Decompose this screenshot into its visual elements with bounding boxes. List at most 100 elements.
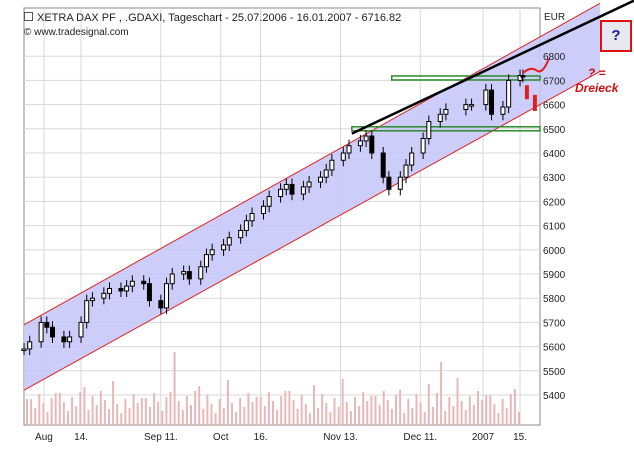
volume-bar — [214, 413, 217, 425]
volume-bar — [128, 408, 131, 425]
candle-body — [463, 104, 469, 110]
volume-bar — [239, 398, 242, 425]
volume-bar — [378, 405, 381, 425]
volume-bar — [144, 398, 147, 425]
projection-curve — [522, 58, 550, 74]
volume-bar — [354, 397, 356, 425]
volume-bar — [337, 407, 340, 425]
volume-bar — [358, 406, 361, 425]
candle-body — [500, 106, 506, 115]
candle-body — [221, 244, 227, 251]
candle — [78, 316, 84, 343]
volume-bar — [243, 407, 246, 425]
x-tick-label: 14. — [74, 432, 88, 443]
candle — [243, 214, 249, 237]
candle — [397, 171, 403, 196]
volume-bar — [509, 394, 512, 425]
volume-bar — [333, 398, 336, 425]
volume-bar — [79, 392, 82, 425]
candle-body — [181, 271, 187, 275]
candle — [380, 146, 386, 184]
chart-title-text: XETRA DAX PF , .GDAXI, Tageschart - 25.0… — [37, 12, 402, 24]
volume-bar — [300, 395, 303, 425]
candle-body — [443, 108, 449, 115]
volume-bar — [407, 399, 410, 425]
x-tick-label: Nov 13. — [323, 432, 357, 443]
candle-body — [50, 326, 56, 338]
volume-bar — [108, 409, 110, 425]
volume-bar — [456, 378, 459, 425]
y-tick-label: 5500 — [543, 367, 566, 378]
volume-bar — [54, 393, 57, 425]
candle — [67, 330, 73, 348]
candle — [289, 178, 295, 201]
candle-body — [107, 288, 113, 294]
volume-bar — [436, 393, 438, 425]
volume-bar — [431, 407, 434, 425]
candle-body — [266, 196, 272, 207]
candle — [323, 163, 329, 184]
volume-bar — [399, 390, 402, 425]
candle-body — [84, 300, 90, 323]
volume-bar — [99, 391, 102, 425]
candle-body — [323, 169, 329, 178]
volume-bar — [313, 385, 315, 425]
candle — [84, 294, 90, 329]
volume-bar — [263, 406, 266, 425]
candle — [369, 130, 375, 160]
volume-bar — [169, 392, 172, 425]
volume-bar — [190, 405, 192, 425]
volume-bar — [165, 397, 168, 425]
y-tick-label: 6000 — [543, 246, 566, 257]
volume-bar — [518, 412, 520, 425]
volume-bar — [472, 405, 475, 425]
volume-bar — [366, 401, 369, 425]
candle — [158, 294, 164, 314]
volume-bar — [513, 389, 516, 425]
candle — [520, 69, 526, 83]
candle — [489, 84, 495, 121]
candle-body — [198, 266, 204, 280]
volume-bar — [198, 386, 201, 425]
candle — [129, 275, 135, 293]
y-tick-label: 6700 — [543, 76, 566, 87]
candle-body — [101, 292, 107, 299]
volume-bar — [103, 400, 106, 425]
volume-bar — [440, 362, 443, 425]
volume-bar — [321, 394, 324, 425]
candle-body — [278, 188, 284, 198]
volume-bar — [218, 399, 221, 425]
volume-bar — [46, 412, 49, 425]
candle-body — [289, 183, 295, 195]
candle-body — [89, 297, 95, 302]
candle-body — [158, 300, 164, 309]
volume-bar — [124, 399, 127, 425]
candle — [463, 98, 469, 116]
volume-bar — [317, 408, 320, 425]
candle — [409, 146, 415, 172]
volume-bar — [62, 402, 65, 425]
volume-bar — [276, 410, 279, 425]
y-tick-label: 6800 — [543, 52, 566, 63]
candle — [61, 330, 67, 348]
candle-body — [209, 249, 215, 256]
volume-bar — [194, 391, 197, 425]
candle-body — [243, 220, 249, 231]
volume-bar — [149, 407, 151, 425]
y-tick-label: 6600 — [543, 101, 566, 112]
volume-bar — [468, 396, 471, 425]
volume-bar — [427, 384, 430, 425]
y-tick-label: 6500 — [543, 125, 566, 136]
candle — [118, 282, 124, 297]
volume-bar — [419, 403, 422, 425]
candle — [317, 171, 323, 189]
candle — [469, 98, 475, 111]
x-tick-label: Oct — [213, 432, 229, 443]
candle — [101, 287, 107, 305]
volume-bar — [91, 396, 94, 425]
checkbox-icon[interactable] — [24, 12, 33, 21]
y-tick-label: 5600 — [543, 343, 566, 354]
candle — [226, 231, 232, 252]
volume-bar — [177, 401, 180, 425]
